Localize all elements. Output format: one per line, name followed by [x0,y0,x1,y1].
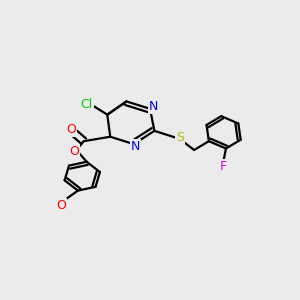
Text: F: F [220,160,226,173]
Text: O: O [56,199,66,212]
Text: O: O [66,124,76,136]
Text: S: S [176,131,184,144]
Text: O: O [69,145,79,158]
Text: Cl: Cl [81,98,93,111]
Text: N: N [130,140,140,153]
Text: N: N [149,100,158,113]
